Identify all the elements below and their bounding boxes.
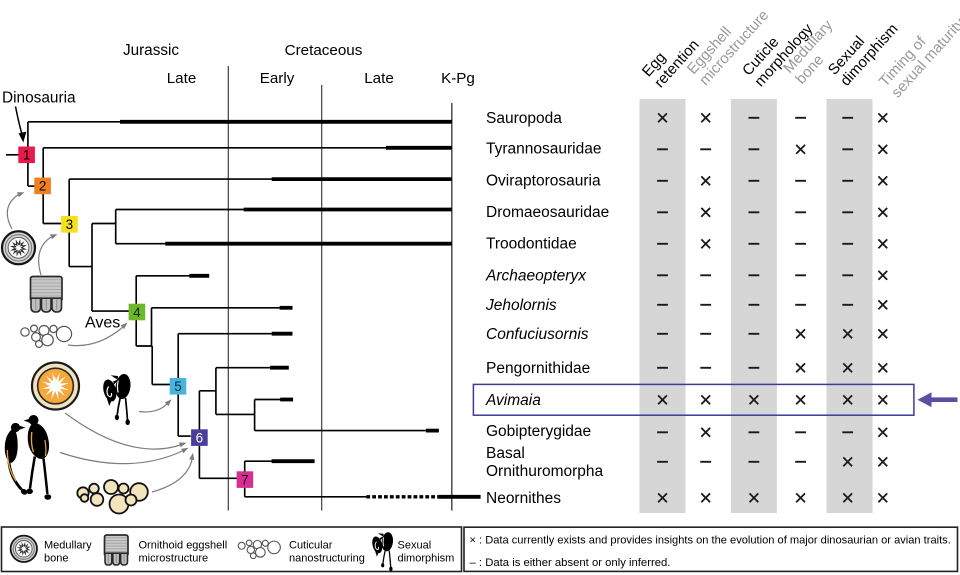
svg-text:Gobipterygidae: Gobipterygidae	[486, 423, 591, 440]
svg-text:6: 6	[196, 430, 204, 445]
svg-text:Troodontidae: Troodontidae	[486, 235, 577, 252]
svg-text:Cretaceous: Cretaceous	[285, 42, 363, 59]
svg-text:Jeholornis: Jeholornis	[485, 297, 557, 314]
svg-text:Early: Early	[260, 70, 295, 87]
svg-text:Late: Late	[364, 70, 394, 87]
svg-text:Medullary: Medullary	[44, 539, 92, 551]
svg-text:– : Data is either absent or o: – : Data is either absent or only inferr…	[470, 557, 671, 569]
svg-text:K-Pg: K-Pg	[441, 70, 475, 87]
svg-text:Ornithuromorpha: Ornithuromorpha	[486, 463, 604, 480]
svg-text:bone: bone	[44, 552, 68, 564]
svg-text:× : Data currently exists and: × : Data currently exists and provides i…	[470, 534, 951, 546]
svg-text:Tyrannosauridae: Tyrannosauridae	[486, 140, 601, 157]
svg-text:2: 2	[39, 179, 47, 194]
svg-text:Oviraptorosauria: Oviraptorosauria	[486, 172, 601, 189]
svg-text:microstructure: microstructure	[139, 552, 209, 564]
svg-text:Confuciusornis: Confuciusornis	[486, 326, 589, 343]
svg-text:Late: Late	[167, 70, 197, 87]
svg-text:dimorphism: dimorphism	[398, 552, 455, 564]
svg-text:4: 4	[133, 305, 141, 320]
svg-text:Sauropoda: Sauropoda	[486, 110, 562, 127]
svg-text:Sexual: Sexual	[398, 539, 432, 551]
svg-text:Neornithes: Neornithes	[486, 490, 561, 507]
svg-text:Jurassic: Jurassic	[123, 42, 179, 59]
svg-text:5: 5	[174, 379, 182, 394]
svg-text:3: 3	[66, 217, 74, 232]
svg-text:Archaeopteryx: Archaeopteryx	[485, 267, 587, 284]
svg-text:Basal: Basal	[486, 445, 525, 462]
svg-text:Aves: Aves	[85, 315, 120, 332]
svg-text:Ornithoid eggshell: Ornithoid eggshell	[139, 539, 228, 551]
svg-text:1: 1	[23, 148, 31, 163]
svg-text:nanostructuring: nanostructuring	[289, 552, 365, 564]
svg-text:Pengornithidae: Pengornithidae	[486, 360, 590, 377]
svg-text:Dromaeosauridae: Dromaeosauridae	[486, 204, 609, 221]
svg-text:Dinosauria: Dinosauria	[2, 89, 76, 106]
svg-text:7: 7	[241, 472, 249, 487]
svg-text:Avimaia: Avimaia	[485, 392, 541, 409]
svg-text:Cuticular: Cuticular	[289, 539, 333, 551]
